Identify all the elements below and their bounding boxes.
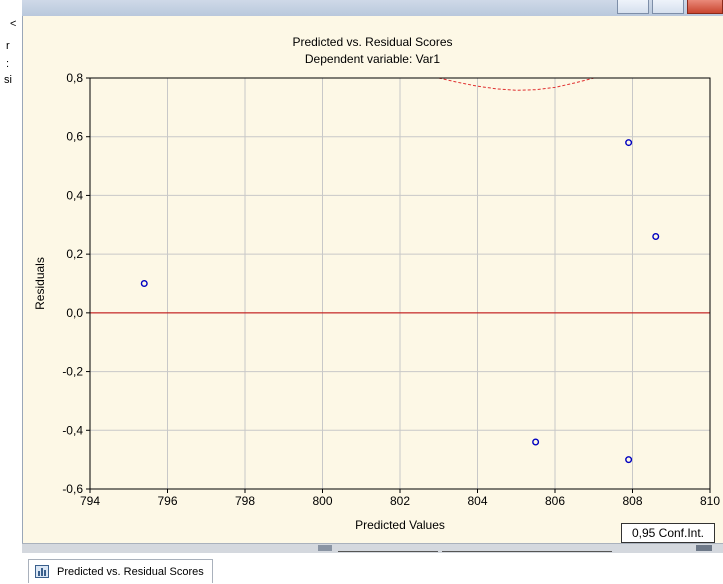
x-tick-label: 808 <box>622 494 642 508</box>
graph-window-icon <box>35 565 49 578</box>
y-tick-label: 0,8 <box>66 71 83 85</box>
x-tick-label: 804 <box>467 494 487 508</box>
tab-bar: Predicted vs. Residual Scores <box>0 553 723 583</box>
chart-panel <box>22 16 723 543</box>
y-tick-label: 0,0 <box>66 306 83 320</box>
left-glyph-3: : <box>6 58 10 70</box>
left-window-edge: < r : si <box>0 0 22 560</box>
data-point <box>652 233 660 241</box>
y-tick-label: -0,4 <box>62 423 83 437</box>
y-tick-label: 0,2 <box>66 247 83 261</box>
data-point <box>625 456 633 464</box>
confidence-curve <box>438 77 594 91</box>
confidence-interval-legend: 0,95 Conf.Int. <box>621 523 715 543</box>
y-tick-label: -0,2 <box>62 365 83 379</box>
y-tick-label: 0,6 <box>66 130 83 144</box>
x-tick-label: 800 <box>312 494 332 508</box>
zoom-slider[interactable] <box>338 545 438 552</box>
x-tick-label: 794 <box>80 494 100 508</box>
expand-icon[interactable] <box>696 545 712 551</box>
scroll-slider[interactable] <box>442 545 612 552</box>
x-tick-label: 796 <box>157 494 177 508</box>
tab-label: Predicted vs. Residual Scores <box>57 566 204 578</box>
maximize-button[interactable] <box>652 0 684 14</box>
data-point <box>532 438 540 446</box>
tab-predicted-vs-residual[interactable]: Predicted vs. Residual Scores <box>28 559 213 583</box>
x-tick-label: 798 <box>235 494 255 508</box>
window-titlebar <box>22 0 723 16</box>
y-tick-label: -0,6 <box>62 482 83 496</box>
data-point <box>140 280 148 288</box>
left-glyph-2: r <box>6 40 10 52</box>
chart-subtitle: Dependent variable: Var1 <box>304 52 441 66</box>
x-tick-label: 810 <box>700 494 720 508</box>
graph-toolbar <box>22 543 723 554</box>
x-axis-label: Predicted Values <box>355 518 445 532</box>
x-tick-label: 802 <box>390 494 410 508</box>
data-point <box>625 139 633 147</box>
left-glyph-1: < <box>10 18 17 30</box>
y-axis-label: Residuals <box>33 257 47 310</box>
minimize-button[interactable] <box>617 0 649 14</box>
left-glyph-4: si <box>4 74 12 86</box>
x-tick-label: 806 <box>545 494 565 508</box>
zoom-icon[interactable] <box>318 545 332 551</box>
y-tick-label: 0,4 <box>66 188 83 202</box>
chart-title: Predicted vs. Residual Scores <box>292 35 453 49</box>
